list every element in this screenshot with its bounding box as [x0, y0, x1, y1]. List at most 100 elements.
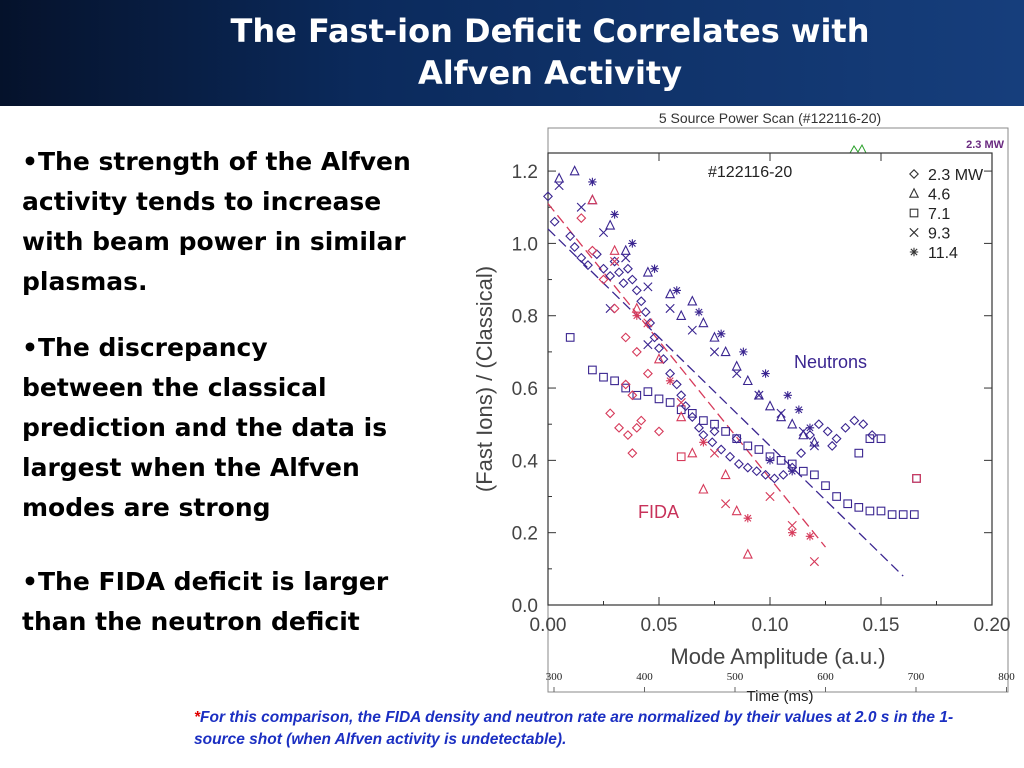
legend-label: 4.6 [928, 187, 950, 204]
point-neutrons [549, 216, 560, 227]
point-fida [699, 438, 708, 447]
point-neutrons [658, 354, 669, 365]
point-fida [627, 448, 638, 459]
point-neutrons [569, 165, 580, 176]
point-neutrons [821, 481, 830, 491]
y-tick-label: 1.2 [512, 162, 538, 183]
point-fida [576, 213, 587, 224]
y-axis-label: (Fast Ions) / (Classical) [472, 266, 497, 492]
background-time-tick-label: 400 [636, 671, 653, 683]
point-neutrons [599, 372, 608, 382]
point-neutrons [742, 374, 753, 386]
point-neutrons [887, 510, 897, 519]
point-fida [631, 346, 642, 357]
y-tick-label: 0.4 [512, 451, 539, 472]
point-neutrons [676, 405, 686, 415]
legend-marker-asterisk [909, 247, 919, 257]
point-neutrons [810, 470, 819, 480]
point-neutrons [776, 408, 786, 418]
point-fida [809, 557, 819, 567]
point-fida [627, 390, 638, 401]
point-neutrons [739, 347, 748, 357]
point-fida [653, 353, 665, 364]
point-fida [610, 256, 620, 267]
point-neutrons [720, 345, 731, 357]
legend-marker-square [909, 208, 919, 218]
point-neutrons [610, 376, 619, 386]
point-neutrons [798, 466, 808, 476]
point-fida [598, 274, 609, 285]
legend-label: 9.3 [928, 226, 950, 243]
plot-frame [547, 152, 993, 606]
point-neutrons [764, 400, 776, 411]
point-fida [636, 415, 647, 426]
point-neutrons [865, 434, 875, 444]
point-neutrons [840, 422, 851, 433]
data-points [543, 165, 921, 567]
point-neutrons [804, 430, 815, 441]
bullet-fida-deficit: •The FIDA deficit is larger than the neu… [22, 567, 389, 636]
point-neutrons [709, 347, 720, 357]
point-neutrons [605, 270, 616, 281]
point-neutrons [843, 499, 853, 509]
point-fida [720, 468, 731, 480]
fit-line-fida [547, 203, 827, 548]
point-neutrons [640, 307, 651, 318]
point-neutrons [709, 426, 720, 437]
point-neutrons [854, 448, 864, 458]
slide-title-line-1: The Fast-ion Deficit Correlates with [230, 12, 870, 50]
point-neutrons [849, 415, 860, 426]
point-fida [698, 483, 709, 494]
point-neutrons [621, 253, 631, 263]
x-tick-label: 0.05 [641, 615, 678, 636]
point-neutrons [809, 441, 819, 451]
point-neutrons [687, 325, 697, 335]
point-neutrons [645, 317, 656, 328]
point-neutrons [761, 369, 770, 378]
point-fida [609, 303, 620, 314]
point-neutrons [731, 360, 742, 371]
x-tick-label: 0.20 [974, 615, 1011, 636]
y-tick-label: 0.2 [512, 524, 538, 545]
point-fida [605, 408, 616, 419]
point-fida [788, 528, 797, 537]
point-neutrons [912, 474, 921, 483]
point-neutrons [687, 295, 698, 306]
point-neutrons [569, 242, 580, 252]
point-neutrons [693, 422, 704, 433]
x-axis-ticks: 0.00 0.05 0.10 0.15 0.20 [530, 153, 1011, 636]
point-fida [787, 520, 797, 531]
point-fida [587, 245, 598, 256]
y-tick-label: 0.8 [512, 307, 538, 328]
point-neutrons [832, 492, 841, 501]
point-neutrons [760, 469, 771, 480]
point-neutrons [554, 172, 565, 183]
point-fida [654, 426, 664, 437]
point-neutrons [614, 267, 625, 278]
point-neutrons [643, 282, 653, 292]
point-neutrons [753, 389, 764, 400]
point-fida [687, 447, 698, 458]
point-neutrons [582, 260, 593, 271]
point-fida [631, 422, 642, 433]
point-neutrons [628, 239, 637, 248]
point-neutrons [865, 506, 875, 516]
point-neutrons [787, 418, 798, 429]
y-tick-label: 0.6 [512, 379, 538, 400]
point-neutrons [621, 383, 631, 393]
point-neutrons [610, 210, 619, 219]
point-fida [765, 491, 775, 502]
point-neutrons [754, 390, 764, 400]
bullet-discrepancy: •The discrepancy between the classical p… [22, 333, 388, 522]
legend-label: 2.3 MW [928, 167, 984, 184]
point-neutrons [665, 398, 675, 407]
y-tick-label: 0.0 [512, 596, 538, 617]
x-tick-label: 0.10 [752, 615, 789, 636]
background-time-tick-label: 600 [817, 671, 834, 683]
point-neutrons [776, 411, 787, 422]
point-fida [665, 376, 675, 386]
x-axis-label: Mode Amplitude (a.u.) [670, 644, 885, 669]
point-fida [805, 532, 815, 541]
background-time-label: Time (ms) [747, 688, 814, 704]
point-neutrons [671, 379, 682, 390]
